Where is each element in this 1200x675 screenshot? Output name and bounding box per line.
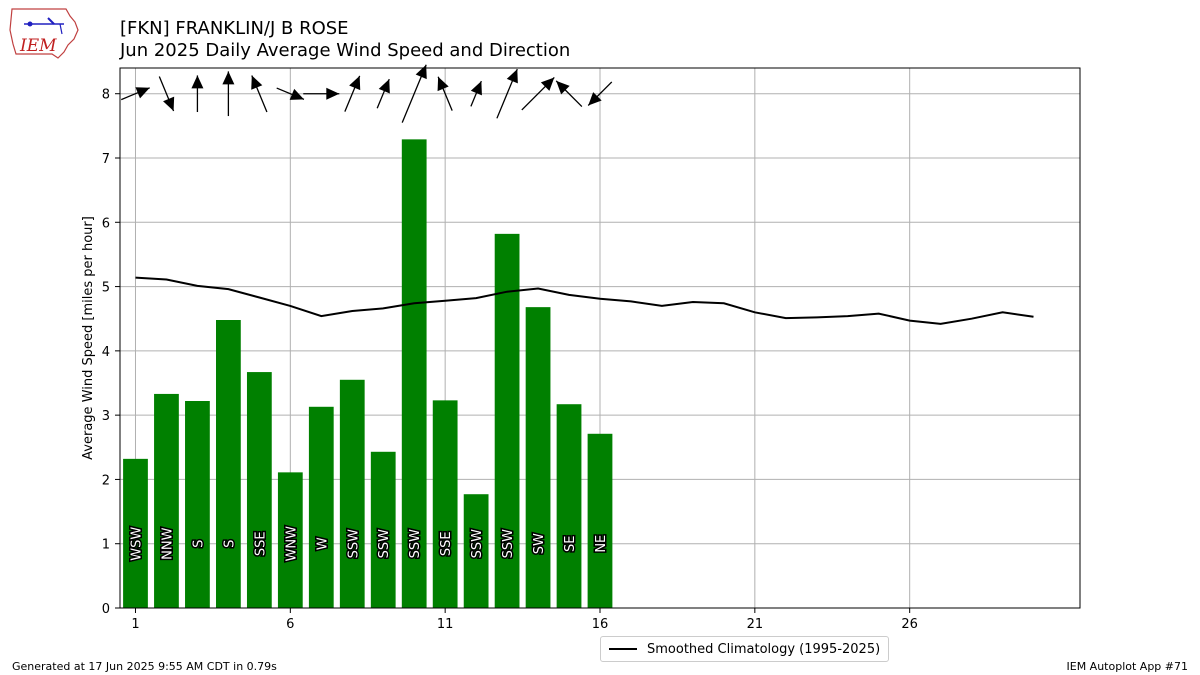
footer-generated: Generated at 17 Jun 2025 9:55 AM CDT in … [12,660,277,673]
y-tick-label: 5 [102,281,110,296]
wind-arrow-head [470,81,482,96]
wind-arrow-head [378,79,390,94]
legend-label: Smoothed Climatology (1995-2025) [647,641,881,657]
wind-arrow-head [349,75,361,91]
direction-label: NE [594,535,609,553]
wind-speed-bar [246,372,272,608]
legend: Smoothed Climatology (1995-2025) [600,636,890,662]
y-tick-label: 1 [102,538,110,553]
wind-speed-bar [463,494,489,608]
x-tick-label: 11 [437,617,454,632]
wind-speed-bar [432,400,458,608]
y-tick-label: 2 [102,473,110,488]
y-axis-label: Average Wind Speed [miles per hour] [81,216,96,460]
wind-speed-bar [216,320,241,608]
direction-label: SSW [501,529,516,559]
direction-label: SSW [377,529,392,559]
x-axis: 1 6 11 16 21 26 [131,608,918,632]
chart-title: [FKN] FRANKLIN/J B ROSE [120,18,349,39]
direction-label: SSW [408,529,423,559]
wind-speed-bar [587,433,613,608]
direction-label: SW [532,533,547,554]
wind-arrow-head [222,71,235,85]
wind-speed-bar [185,401,210,608]
wind-arrow-head [251,75,263,90]
footer-app-id: IEM Autoplot App #71 [1066,660,1189,673]
y-tick-label: 4 [102,345,110,360]
wind-speed-bar [401,139,427,608]
wind-arrow-head [556,80,570,95]
direction-label: S [191,540,206,548]
wind-speed-bar [277,472,303,608]
wind-arrow-head [326,87,340,100]
wind-speed-bar [123,458,148,608]
direction-label: SSW [470,529,485,559]
grid [120,68,1080,609]
direction-label: SSE [439,531,454,556]
wind-speed-bar [494,233,520,608]
x-tick-label: 6 [286,617,294,632]
direction-arrows [120,64,613,123]
wind-arrow-head [437,76,449,92]
direction-label: SE [563,535,578,551]
chart-subtitle: Jun 2025 Daily Average Wind Speed and Di… [120,40,571,61]
wind-arrow-head [191,75,204,89]
y-tick-label: 3 [102,409,110,424]
wind-speed-bar [339,379,365,608]
wind-speed-bar [370,451,396,608]
bar-series [123,139,613,608]
x-tick-label: 26 [901,617,918,632]
legend-line-swatch [609,648,637,650]
direction-label: NNW [160,527,175,559]
direction-label: SSW [346,529,361,559]
direction-labels: WSW NNW S S SSE WNW W SSW SSW SSW SSE SSW SSW SW SE NE [128,524,611,563]
wind-speed-bar [525,307,551,608]
y-tick-label: 0 [102,602,110,617]
y-tick-label: 7 [102,152,110,167]
direction-label: SSE [253,531,268,556]
wind-speed-bar [556,404,582,608]
wind-arrow-head [588,92,602,106]
wind-arrow-head [163,96,175,111]
y-tick-label: 8 [102,88,110,103]
direction-label: S [222,540,237,548]
wind-speed-bar [308,406,334,608]
wind-arrow-head [135,87,150,99]
x-tick-label: 21 [747,617,764,632]
y-axis: 0 1 2 3 4 5 6 7 8 [102,88,120,617]
direction-label: WNW [284,526,299,562]
x-tick-label: 1 [131,617,139,632]
svg-text:IEM: IEM [19,36,57,56]
wind-arrow-head [540,77,555,91]
climatology-line [135,276,1034,325]
wind-speed-bar [154,393,179,608]
direction-label: WSW [129,527,144,561]
wind-arrow-head [506,69,518,84]
direction-label: W [315,537,330,550]
iem-logo: IEM [9,8,79,59]
x-tick-label: 16 [592,617,609,632]
y-tick-label: 6 [102,216,110,231]
wind-arrow-head [289,88,304,100]
